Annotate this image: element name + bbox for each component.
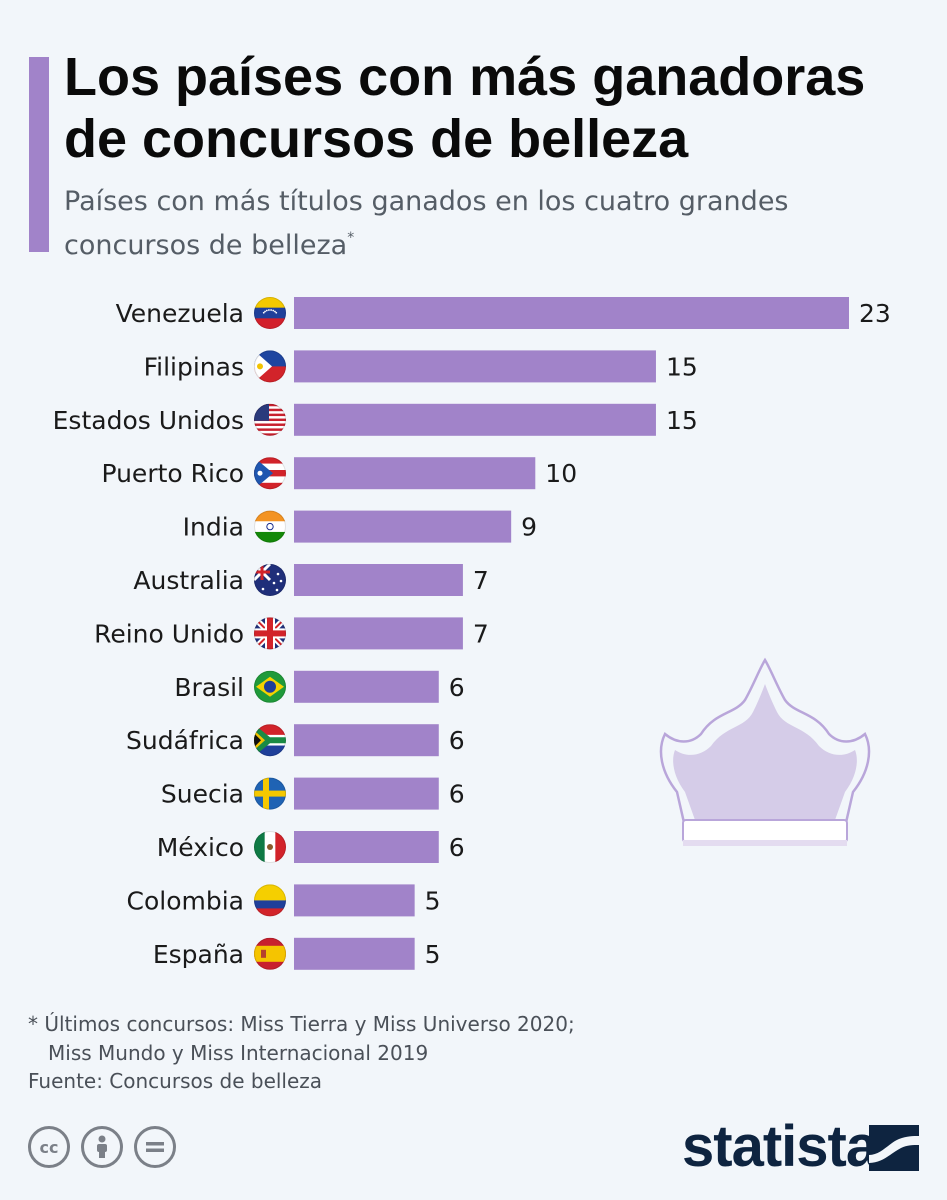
- bar-row: India 9: [183, 510, 537, 543]
- colombia-flag-icon: [254, 884, 286, 917]
- bar: [294, 937, 415, 970]
- category-label: Filipinas: [144, 352, 244, 381]
- uk-flag-icon: [254, 617, 286, 650]
- cc-icon[interactable]: cc: [28, 1126, 70, 1168]
- bar-row: Suecia 6: [161, 777, 465, 810]
- south-africa-flag-icon: [254, 724, 286, 757]
- bar: [294, 297, 849, 329]
- category-label: España: [153, 940, 244, 969]
- australia-flag-icon: [254, 564, 286, 596]
- mexico-flag-icon: [254, 831, 286, 863]
- value-label: 23: [859, 299, 891, 328]
- statista-logo[interactable]: statista: [682, 1114, 878, 1179]
- value-label: 5: [425, 886, 441, 915]
- bar-row: México 6: [157, 831, 465, 863]
- venezuela-flag-icon: [254, 297, 286, 329]
- bar-row: España 5: [153, 937, 441, 970]
- bar-row: Australia 7: [133, 564, 489, 596]
- no-derivatives-icon[interactable]: [134, 1126, 176, 1168]
- bar: [294, 670, 439, 703]
- category-label: Brasil: [174, 673, 244, 702]
- license-icons: cc: [28, 1126, 176, 1168]
- spain-flag-icon: [254, 937, 286, 970]
- category-label: México: [157, 833, 244, 862]
- category-label: Puerto Rico: [101, 459, 244, 488]
- footnote: * Últimos concursos: Miss Tierra y Miss …: [28, 1010, 575, 1068]
- bar: [294, 564, 463, 596]
- bar: [294, 510, 512, 543]
- value-label: 15: [666, 406, 698, 435]
- bar: [294, 403, 656, 436]
- bar-row: Reino Unido 7: [94, 617, 489, 650]
- statista-logo-mark-icon: [869, 1125, 919, 1171]
- subtitle-footnote-marker: *: [347, 230, 355, 246]
- subtitle-text: Países con más títulos ganados en los cu…: [64, 186, 789, 261]
- title-accent-bar: [29, 57, 49, 252]
- bar: [294, 884, 415, 917]
- usa-flag-icon: [254, 403, 286, 436]
- bar-chart: Venezuela 23 Filipinas 15 Estados Unidos 15 Pu…: [53, 297, 891, 970]
- india-flag-icon: [254, 510, 286, 543]
- value-label: 7: [473, 566, 489, 595]
- value-label: 10: [545, 459, 577, 488]
- bar-row: Sudáfrica 6: [126, 724, 465, 757]
- crown-icon: [659, 657, 871, 846]
- footnote-line-2: Miss Mundo y Miss Internacional 2019: [48, 1041, 429, 1065]
- value-label: 6: [449, 833, 465, 862]
- philippines-flag-icon: [254, 350, 286, 383]
- chart-title: Los países con más ganadoras de concurso…: [64, 47, 866, 169]
- bar: [294, 724, 439, 757]
- category-label: Australia: [133, 566, 244, 595]
- category-label: Venezuela: [116, 299, 244, 328]
- footnote-line-1: * Últimos concursos: Miss Tierra y Miss …: [28, 1012, 575, 1036]
- value-label: 6: [449, 780, 465, 809]
- bar: [294, 831, 439, 863]
- value-label: 9: [521, 513, 537, 542]
- value-label: 7: [473, 619, 489, 648]
- value-label: 6: [449, 673, 465, 702]
- category-label: India: [183, 513, 244, 542]
- bar: [294, 350, 656, 383]
- attribution-icon[interactable]: [81, 1126, 123, 1168]
- bar-row: Filipinas 15: [144, 350, 698, 383]
- category-label: Estados Unidos: [53, 406, 244, 435]
- value-label: 15: [666, 352, 698, 381]
- category-label: Reino Unido: [94, 619, 244, 648]
- value-label: 6: [449, 726, 465, 755]
- chart-subtitle: Países con más títulos ganados en los cu…: [64, 183, 884, 264]
- category-label: Suecia: [161, 780, 244, 809]
- value-label: 5: [425, 940, 441, 969]
- bar: [294, 457, 536, 490]
- bar-row: Puerto Rico 10: [101, 457, 577, 490]
- category-label: Colombia: [127, 886, 244, 915]
- bar-row: Estados Unidos 15: [53, 403, 698, 436]
- sweden-flag-icon: [254, 777, 286, 810]
- source-note: Fuente: Concursos de belleza: [28, 1069, 323, 1093]
- bar-row: Venezuela 23: [116, 297, 891, 329]
- bar: [294, 617, 463, 650]
- bar: [294, 777, 439, 810]
- puerto-rico-flag-icon: [254, 457, 286, 490]
- bar-row: Colombia 5: [127, 884, 441, 917]
- category-label: Sudáfrica: [126, 726, 244, 755]
- brazil-flag-icon: [254, 670, 286, 703]
- bar-row: Brasil 6: [174, 670, 465, 703]
